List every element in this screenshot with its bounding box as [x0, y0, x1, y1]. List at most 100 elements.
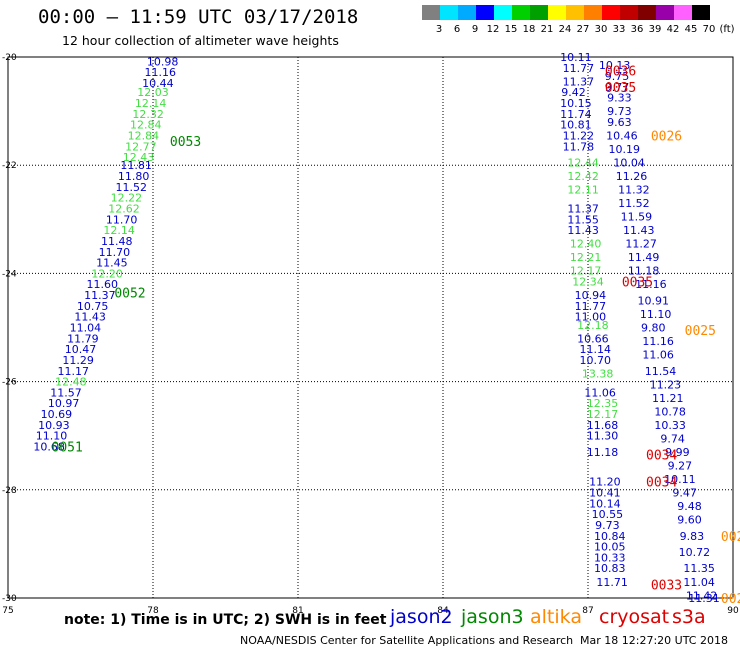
color-scale-label: 21 — [540, 24, 554, 35]
color-swatch — [584, 5, 602, 20]
swh-value-label: 10.68 — [33, 441, 65, 454]
swh-value-label: 11.26 — [616, 170, 648, 183]
swh-value-label: 11.68 — [587, 419, 619, 432]
swh-value-label: 11.60 — [87, 278, 119, 291]
color-scale-label: 42 — [666, 24, 680, 35]
y-tick-label: -22 — [2, 161, 17, 171]
pass-time-label: 0034 — [646, 476, 677, 491]
swh-value-label: 12.48 — [55, 376, 87, 389]
swh-value-label: 11.35 — [683, 562, 715, 575]
y-tick-label: -26 — [2, 378, 17, 388]
swh-value-label: 12.84 — [128, 129, 160, 142]
swh-value-label: 10.70 — [580, 354, 612, 367]
swh-value-label: 10.13 — [599, 59, 631, 72]
swh-value-label: 10.05 — [594, 541, 626, 554]
legend-entry-jason3: jason3 — [461, 606, 524, 628]
swh-value-label: 9.99 — [665, 446, 690, 459]
color-swatch — [476, 5, 494, 20]
swh-value-label: 11.06 — [642, 349, 674, 362]
swh-value-label: 10.11 — [560, 51, 592, 64]
x-tick-label: 87 — [582, 606, 593, 616]
pass-time-label: 0024 — [721, 530, 740, 545]
swh-value-label: 11.71 — [596, 576, 628, 589]
swh-value-label: 12.18 — [577, 319, 609, 332]
swh-value-label: 12.21 — [570, 251, 602, 264]
swh-value-label: 11.52 — [618, 197, 650, 210]
footer-timestamp: Mar 18 12:27:20 UTC 2018 — [580, 634, 728, 647]
swh-value-label: 10.04 — [613, 156, 645, 169]
swh-value-label: 11.81 — [120, 159, 152, 172]
swh-value-label: 11.30 — [587, 430, 619, 443]
swh-value-label: 11.06 — [584, 386, 616, 399]
swh-value-label: 10.83 — [594, 562, 626, 575]
swh-value-label: 10.14 — [589, 497, 621, 510]
swh-value-label: 11.32 — [618, 184, 650, 197]
swh-value-label: 9.27 — [668, 459, 693, 472]
swh-value-label: 12.17 — [587, 408, 619, 421]
swh-value-label: 9.73 — [607, 105, 632, 118]
color-scale-label: (ft) — [719, 24, 735, 35]
pass-time-label: 0026 — [651, 129, 682, 144]
swh-value-label: 11.43 — [623, 224, 655, 237]
swh-value-label: 11.59 — [621, 211, 653, 224]
swh-value-label: 11.10 — [640, 308, 672, 321]
swh-value-label: 10.93 — [38, 419, 70, 432]
swh-value-label: 10.98 — [147, 55, 179, 68]
swh-value-label: 11.04 — [70, 322, 102, 335]
x-tick-label: 90 — [727, 606, 739, 616]
swh-value-label: 12.03 — [137, 86, 169, 99]
y-tick-label: -20 — [2, 53, 17, 63]
color-scale-label: 18 — [522, 24, 536, 35]
swh-value-label: 11.18 — [587, 446, 619, 459]
pass-time-label: 002 — [721, 592, 740, 607]
swh-value-label: 11.43 — [567, 224, 599, 237]
swh-value-label: 11.16 — [145, 66, 177, 79]
swh-value-label: 9.74 — [660, 432, 685, 445]
swh-value-label: 10.19 — [609, 143, 641, 156]
swh-value-label: 11.79 — [67, 332, 99, 345]
swh-value-label: 11.78 — [563, 140, 595, 153]
swh-value-label: 9.47 — [672, 487, 697, 500]
swh-value-label: 12.20 — [91, 267, 123, 280]
swh-value-label: 11.70 — [99, 246, 131, 259]
color-swatch — [512, 5, 530, 20]
swh-value-label: 10.15 — [560, 97, 592, 110]
swh-value-label: 10.78 — [654, 405, 686, 418]
swh-value-label: 9.75 — [605, 70, 630, 83]
swh-value-label: 12.11 — [567, 184, 599, 197]
color-swatch — [440, 5, 458, 20]
pass-time-label: 0025 — [685, 324, 716, 339]
swh-value-label: 12.22 — [111, 192, 143, 205]
swh-value-label: 12.35 — [587, 397, 619, 410]
swh-value-label: 10.97 — [48, 397, 80, 410]
color-swatch — [638, 5, 656, 20]
swh-value-label: 12.14 — [135, 97, 167, 110]
swh-value-label: 9.80 — [641, 322, 666, 335]
swh-value-label: 10.66 — [577, 332, 609, 345]
swh-value-label: 10.72 — [679, 546, 711, 559]
pass-time-label: 0053 — [170, 135, 201, 150]
swh-value-label: 11.17 — [58, 365, 90, 378]
swh-value-label: 10.47 — [65, 343, 97, 356]
swh-value-label: 9.77 — [605, 81, 630, 94]
swh-value-label: 10.55 — [592, 508, 624, 521]
swh-value-label: 10.46 — [606, 129, 638, 142]
swh-value-label: 11.31 — [688, 592, 720, 605]
swh-value-label: 11.74 — [560, 108, 592, 121]
swh-value-label: 11.18 — [628, 265, 660, 278]
x-tick-label: 78 — [147, 606, 159, 616]
y-tick-label: -24 — [2, 269, 17, 279]
pass-time-label: 0052 — [114, 286, 145, 301]
swh-value-label: 11.23 — [650, 378, 682, 391]
color-swatch — [422, 5, 440, 20]
swh-value-label: 11.45 — [96, 257, 128, 270]
swh-value-label: 11.22 — [563, 129, 595, 142]
color-swatch — [602, 5, 620, 20]
swh-value-label: 11.00 — [575, 311, 607, 324]
legend-entry-cryosat: cryosat — [599, 606, 670, 628]
swh-value-label: 12.32 — [132, 108, 164, 121]
swh-value-label: 9.33 — [607, 92, 632, 105]
swh-value-label: 10.69 — [41, 408, 73, 421]
